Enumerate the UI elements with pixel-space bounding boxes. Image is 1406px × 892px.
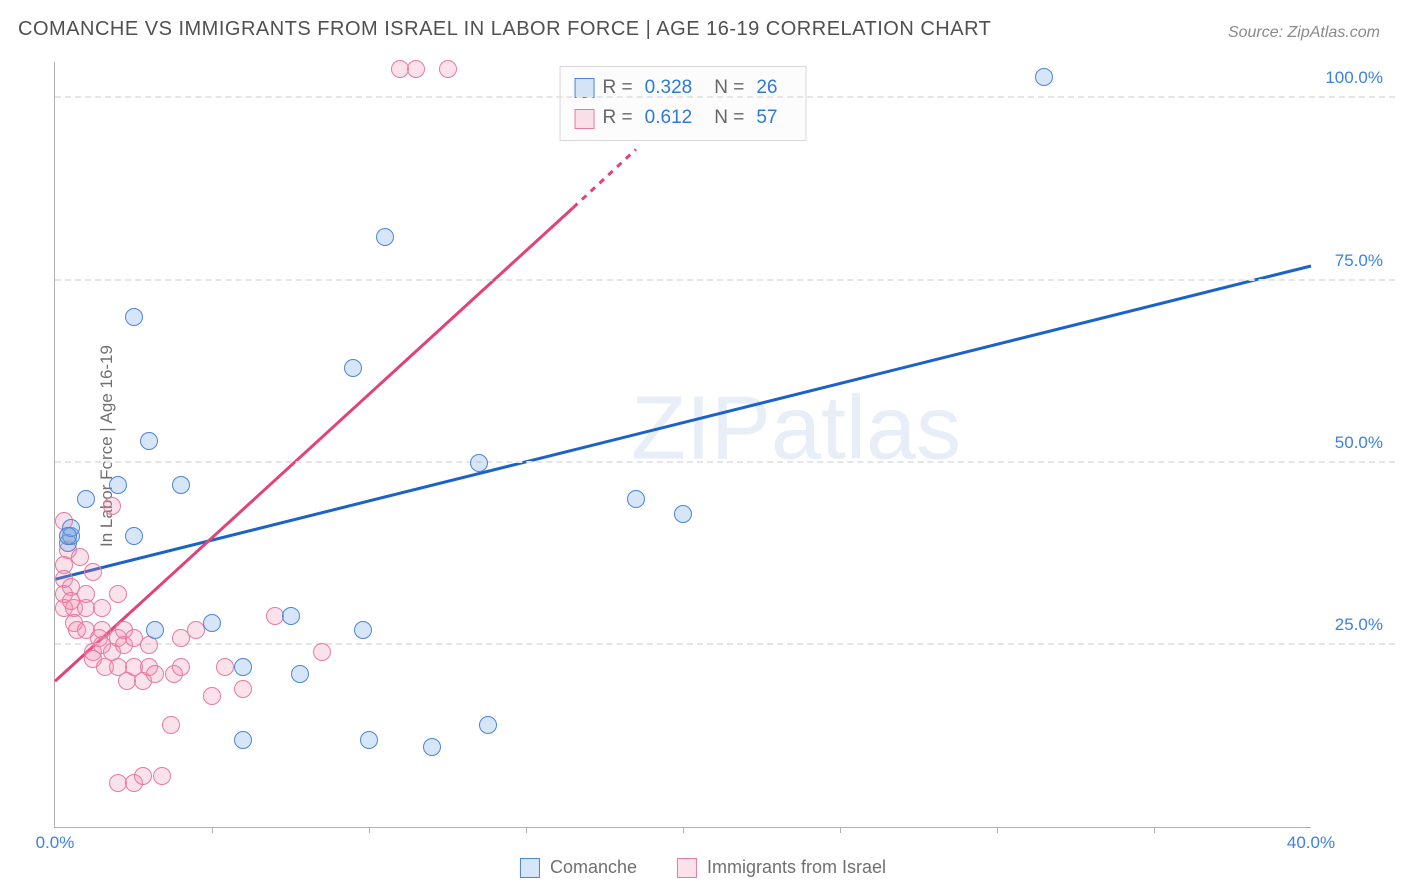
x-minor-tick [997,827,998,833]
x-tick-label: 0.0% [36,833,75,853]
n-value-b: 57 [756,103,777,133]
data-point [354,621,372,639]
gridline-h [55,643,1395,645]
x-minor-tick [212,827,213,833]
data-point [203,614,221,632]
legend-swatch-pink [677,858,697,878]
data-point [234,731,252,749]
chart-title: COMANCHE VS IMMIGRANTS FROM ISRAEL IN LA… [18,18,991,41]
data-point [172,476,190,494]
data-point [313,643,331,661]
data-point [282,607,300,625]
gridline-h [55,279,1395,281]
data-point [479,716,497,734]
data-point [344,359,362,377]
data-point [627,490,645,508]
x-minor-tick [1154,827,1155,833]
data-point [93,599,111,617]
n-label: N = [714,103,744,133]
data-point [77,490,95,508]
data-point [291,665,309,683]
legend-label-b: Immigrants from Israel [707,857,886,878]
data-point [125,308,143,326]
data-point [407,60,425,78]
data-point [234,658,252,676]
gridline-h [55,461,1395,463]
legend-item-b: Immigrants from Israel [677,857,886,878]
legend-stats: R = 0.328 N = 26 R = 0.612 N = 57 [560,66,807,141]
data-point [153,767,171,785]
legend-stats-row-b: R = 0.612 N = 57 [575,103,792,133]
r-label: R = [603,73,633,103]
y-tick-label: 100.0% [1325,68,1383,88]
data-point [146,621,164,639]
plot-area: ZIPatlas R = 0.328 N = 26 R = 0.612 N = … [54,62,1311,828]
x-minor-tick [526,827,527,833]
r-value-b: 0.612 [645,103,693,133]
legend-swatch-blue [575,78,595,98]
legend-series: Comanche Immigrants from Israel [520,857,886,878]
data-point [216,658,234,676]
data-point [172,658,190,676]
r-value-a: 0.328 [645,73,693,103]
n-label: N = [714,73,744,103]
data-point [423,738,441,756]
data-point [134,767,152,785]
x-tick-label: 40.0% [1287,833,1335,853]
data-point [360,731,378,749]
data-point [146,665,164,683]
data-point [84,563,102,581]
y-tick-label: 50.0% [1335,433,1383,453]
data-point [376,228,394,246]
trend-lines [55,62,1311,827]
legend-label-a: Comanche [550,857,637,878]
data-point [109,585,127,603]
data-point [439,60,457,78]
data-point [1035,68,1053,86]
legend-item-a: Comanche [520,857,637,878]
legend-swatch-blue [520,858,540,878]
gridline-h [55,96,1395,98]
data-point [59,527,77,545]
data-point [103,497,121,515]
data-point [140,432,158,450]
x-minor-tick [683,827,684,833]
data-point [674,505,692,523]
x-minor-tick [840,827,841,833]
y-tick-label: 75.0% [1335,251,1383,271]
data-point [234,680,252,698]
x-minor-tick [369,827,370,833]
legend-stats-row-a: R = 0.328 N = 26 [575,73,792,103]
n-value-a: 26 [756,73,777,103]
y-tick-label: 25.0% [1335,615,1383,635]
data-point [203,687,221,705]
chart-container: COMANCHE VS IMMIGRANTS FROM ISRAEL IN LA… [0,0,1406,892]
data-point [470,454,488,472]
data-point [125,527,143,545]
source-attribution: Source: ZipAtlas.com [1228,24,1380,42]
r-label: R = [603,103,633,133]
data-point [162,716,180,734]
legend-swatch-pink [575,109,595,129]
data-point [109,476,127,494]
